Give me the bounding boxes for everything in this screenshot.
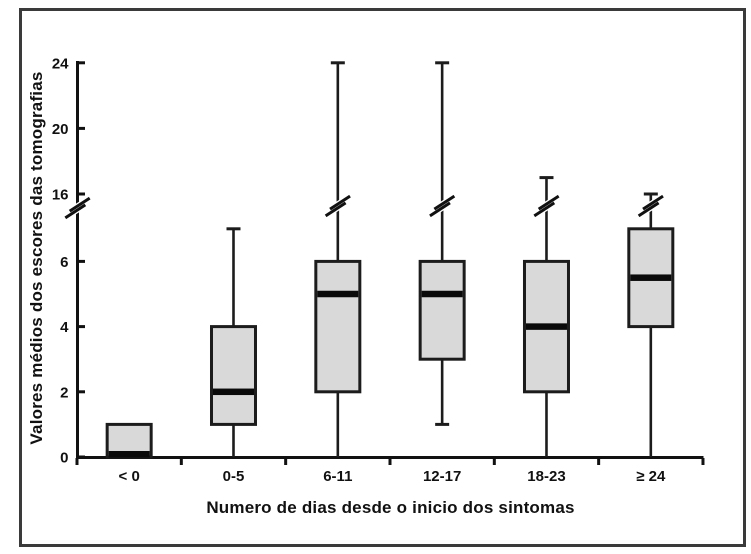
box-rect <box>209 325 257 426</box>
x-category-label: ≥ 24 <box>636 468 666 485</box>
y-tick-label: 24 <box>52 55 69 72</box>
median-line <box>421 290 463 298</box>
x-category-label: 0-5 <box>223 468 245 485</box>
whisker-break-icon-slash <box>642 194 664 211</box>
whisker-break-icon-slash <box>429 201 451 218</box>
whisker-break-icon-gap <box>637 195 665 217</box>
box-rect <box>418 259 466 361</box>
median-line <box>525 323 567 330</box>
median-line <box>212 388 254 396</box>
axis-break-icon-gap <box>64 197 91 219</box>
whisker-break-icon-gap <box>428 195 456 217</box>
whisker-break-icon-gap <box>324 195 352 217</box>
median-line <box>630 274 672 281</box>
whisker-break-icon-slash <box>537 194 560 211</box>
whisker-break-icon-slash <box>637 201 660 218</box>
y-tick-label: 0 <box>60 450 68 467</box>
whisker-break-icon-slash <box>533 201 556 218</box>
median-line <box>108 451 150 458</box>
y-tick-label: 6 <box>60 254 68 271</box>
y-axis-title: Valores médios dos escores das tomografi… <box>27 71 46 445</box>
whisker-break-icon-slash <box>324 201 347 218</box>
whisker-break-icon-slash <box>329 194 351 211</box>
box-rect <box>314 259 362 394</box>
y-tick-label: 2 <box>60 384 68 401</box>
x-category-label: 12-17 <box>423 468 461 485</box>
axis-break-icon-slash <box>64 203 87 220</box>
x-category-label: < 0 <box>119 468 140 485</box>
axis-break-icon-slash <box>68 196 91 213</box>
whisker-break-icon-gap <box>533 195 560 217</box>
y-tick-label: 4 <box>60 319 69 336</box>
x-axis-title: Numero de dias desde o inicio dos sintom… <box>206 498 575 517</box>
median-line <box>317 290 359 298</box>
x-category-label: 18-23 <box>527 468 565 485</box>
y-tick-label: 16 <box>52 187 69 204</box>
x-category-label: 6-11 <box>323 468 352 485</box>
whisker-break-icon-slash <box>433 194 456 211</box>
y-tick-label: 20 <box>52 121 69 138</box>
